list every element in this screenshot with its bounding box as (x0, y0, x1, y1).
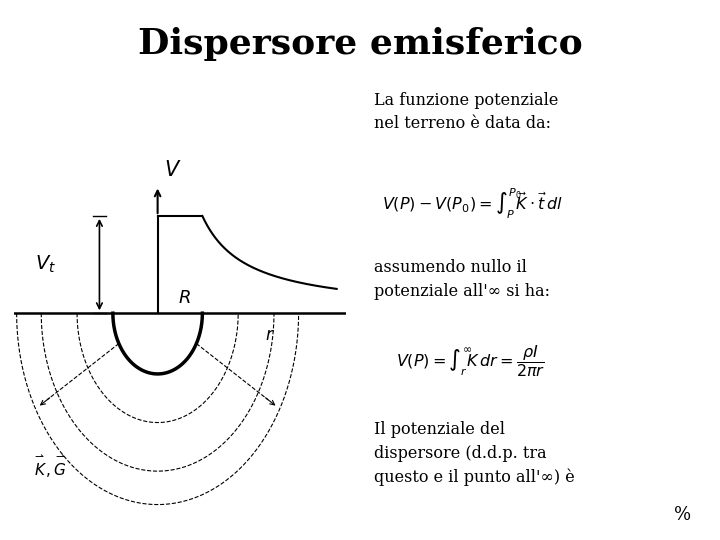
Text: Il potenziale del
dispersore (d.d.p. tra
questo e il punto all'∞) è: Il potenziale del dispersore (d.d.p. tra… (374, 421, 575, 486)
Text: %: % (674, 506, 691, 524)
Text: $V$: $V$ (164, 159, 182, 179)
Text: $V(P)=\int_{r}^{\infty}\!\!K\,dr=\dfrac{\rho I}{2\pi r}$: $V(P)=\int_{r}^{\infty}\!\!K\,dr=\dfrac{… (396, 343, 546, 379)
Text: assumendo nullo il
potenziale all'∞ si ha:: assumendo nullo il potenziale all'∞ si h… (374, 259, 550, 300)
Text: Dispersore emisferico: Dispersore emisferico (138, 27, 582, 61)
Text: La funzione potenziale
nel terreno è data da:: La funzione potenziale nel terreno è dat… (374, 92, 559, 132)
Text: $R$: $R$ (178, 289, 191, 307)
Text: $V_t$: $V_t$ (35, 254, 56, 275)
Text: $r$: $r$ (265, 327, 274, 343)
Text: $\overset{\rightharpoonup}{K},\overset{\rightharpoonup}{G}$: $\overset{\rightharpoonup}{K},\overset{\… (32, 453, 67, 480)
Text: $V(P)-V(P_0)=\int_{P}^{P_0}\!\!\vec{K}\cdot\vec{t}\,dl$: $V(P)-V(P_0)=\int_{P}^{P_0}\!\!\vec{K}\c… (382, 186, 562, 221)
